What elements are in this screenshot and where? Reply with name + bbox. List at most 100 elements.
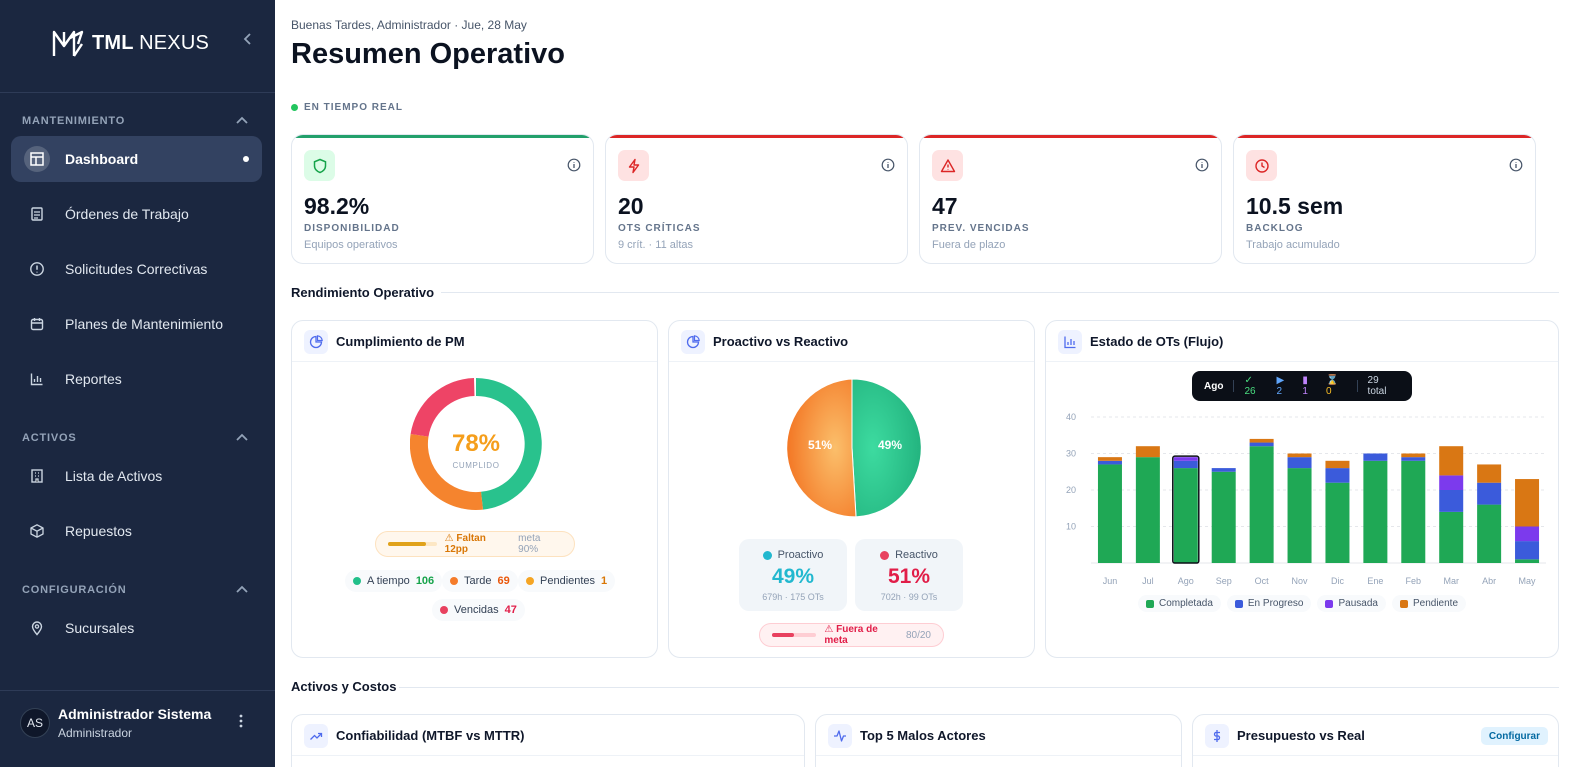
- donut-segment-a-tiempo[interactable]: [476, 378, 542, 510]
- panel-header: Cumplimiento de PM: [292, 321, 657, 362]
- legend-item-en-progreso[interactable]: En Progreso: [1226, 595, 1312, 612]
- sidebar-item-label: Dashboard: [65, 151, 139, 167]
- sidebar-item-reportes[interactable]: Reportes: [11, 356, 262, 402]
- legend-item-pendiente[interactable]: Pendiente: [1391, 595, 1467, 612]
- info-icon[interactable]: [1509, 158, 1523, 172]
- legend-item-pausada[interactable]: Pausada: [1317, 595, 1386, 612]
- bar-segment-completada-ago[interactable]: [1173, 468, 1198, 563]
- clock-icon: [1246, 150, 1277, 181]
- x-tick-label: May: [1519, 576, 1537, 586]
- panel-header: Top 5 Malos Actores: [816, 715, 1181, 756]
- info-icon[interactable]: [567, 158, 581, 172]
- bar-segment-completada-sep[interactable]: [1211, 471, 1236, 563]
- y-tick-label: 20: [1066, 485, 1076, 495]
- bar-segment-en-progreso-feb[interactable]: [1401, 457, 1426, 461]
- chevron-up-icon[interactable]: [234, 113, 250, 129]
- configurar-button[interactable]: Configurar: [1480, 727, 1548, 745]
- bar-segment-pausada-mar[interactable]: [1439, 475, 1464, 490]
- x-tick-label: Dic: [1331, 576, 1344, 586]
- bar-segment-en-progreso-may[interactable]: [1515, 541, 1540, 560]
- bar-segment-pendiente-jun[interactable]: [1097, 457, 1122, 461]
- bar-segment-completada-jul[interactable]: [1135, 457, 1160, 563]
- chevron-up-icon[interactable]: [234, 430, 250, 446]
- kpi-card-disponibilidad[interactable]: 98.2% DISPONIBILIDAD Equipos operativos: [291, 134, 594, 264]
- legend-chip-vencidas: Vencidas 47: [432, 599, 525, 621]
- ots-stacked-bar-chart: 10 20 30 40 Jun Jul Ago Sep Oct Nov Dic Ene Feb Mar Ab…: [1066, 412, 1546, 586]
- sidebar-item-repuestos[interactable]: Repuestos: [11, 508, 262, 554]
- sidebar-item-lista-activos[interactable]: Lista de Activos: [11, 453, 262, 499]
- bar-segment-en-progreso-sep[interactable]: [1211, 468, 1236, 472]
- donut-segment-vencidas[interactable]: [410, 378, 475, 437]
- bar-segment-completada-may[interactable]: [1515, 559, 1540, 563]
- bar-segment-en-progreso-ene[interactable]: [1363, 453, 1388, 461]
- pie-slice-reactivo[interactable]: [786, 378, 857, 518]
- bar-segment-completada-nov[interactable]: [1287, 468, 1312, 563]
- x-tick-label: Ago: [1178, 576, 1194, 586]
- kpi-card-ots-criticas[interactable]: 20 OTS CRÍTICAS 9 crít. · 11 altas: [605, 134, 908, 264]
- bar-segment-en-progreso-nov[interactable]: [1287, 457, 1312, 469]
- panel-title: Proactivo vs Reactivo: [713, 334, 849, 349]
- greeting: Buenas Tardes, Administrador · Jue, 28 M…: [291, 18, 527, 32]
- kpi-card-backlog[interactable]: 10.5 sem BACKLOG Trabajo acumulado: [1233, 134, 1536, 264]
- info-icon[interactable]: [881, 158, 895, 172]
- sidebar-item-dashboard[interactable]: Dashboard: [11, 136, 262, 182]
- bar-segment-completada-mar[interactable]: [1439, 511, 1464, 563]
- pvr-badge-meta: 80/20: [905, 629, 931, 641]
- collapse-sidebar-button[interactable]: [238, 32, 258, 52]
- legend-swatch: [1145, 599, 1154, 608]
- warning-icon: [932, 150, 963, 181]
- sidebar-item-planes[interactable]: Planes de Mantenimiento: [11, 301, 262, 347]
- legend-dot: [450, 577, 458, 585]
- panel-title: Cumplimiento de PM: [336, 334, 465, 349]
- bar-segment-completada-feb[interactable]: [1401, 460, 1426, 563]
- kpi-value: 98.2%: [304, 193, 370, 219]
- bar-segment-en-progreso-abr[interactable]: [1477, 482, 1502, 505]
- pvr-pie-chart: 49% 51%: [786, 378, 922, 518]
- bar-segment-pendiente-jul[interactable]: [1135, 446, 1160, 458]
- section-divider: [441, 292, 1559, 293]
- info-icon[interactable]: [1195, 158, 1209, 172]
- bar-segment-pausada-may[interactable]: [1515, 526, 1540, 542]
- bar-segment-pendiente-may[interactable]: [1515, 479, 1540, 527]
- bar-segment-pendiente-abr[interactable]: [1477, 464, 1502, 483]
- pie-label-proactivo: 49%: [878, 438, 902, 452]
- kpi-card-prev-vencidas[interactable]: 47 PREV. VENCIDAS Fuera de plazo: [919, 134, 1222, 264]
- bar-segment-pendiente-oct[interactable]: [1249, 438, 1274, 443]
- donut-segment-tarde[interactable]: [410, 434, 483, 510]
- sidebar-item-sucursales[interactable]: Sucursales: [11, 605, 262, 651]
- bar-segment-pausada-ago[interactable]: [1173, 457, 1198, 461]
- pie-slice-proactivo[interactable]: [851, 378, 922, 518]
- bar-segment-completada-ene[interactable]: [1363, 460, 1388, 563]
- bar-segment-en-progreso-mar[interactable]: [1439, 490, 1464, 512]
- chevron-up-icon[interactable]: [234, 582, 250, 598]
- bar-segment-en-progreso-ago[interactable]: [1173, 460, 1198, 469]
- stat-label: Proactivo: [777, 549, 824, 561]
- sidebar: TML NEXUS MANTENIMIENTO Dashboard Órdene…: [0, 0, 275, 767]
- legend-item-completada[interactable]: Completada: [1137, 595, 1221, 612]
- panel-header: Proactivo vs Reactivo: [669, 321, 1034, 362]
- bar-segment-en-progreso-oct[interactable]: [1249, 442, 1274, 447]
- bar-segment-completada-dic[interactable]: [1325, 482, 1350, 563]
- bar-segment-en-progreso-dic[interactable]: [1325, 468, 1350, 483]
- y-tick-label: 30: [1066, 449, 1076, 459]
- panel-proactivo-reactivo: Proactivo vs Reactivo 49% 51% Proactivo …: [668, 320, 1035, 658]
- bar-segment-completada-jun[interactable]: [1097, 464, 1122, 563]
- brand-logo[interactable]: TML NEXUS: [52, 28, 209, 58]
- bar-segment-completada-oct[interactable]: [1249, 446, 1274, 563]
- user-menu-button[interactable]: [236, 713, 246, 733]
- bar-segment-pendiente-dic[interactable]: [1325, 460, 1350, 469]
- bar-segment-pendiente-nov[interactable]: [1287, 453, 1312, 458]
- sidebar-item-ordenes[interactable]: Órdenes de Trabajo: [11, 191, 262, 237]
- sidebar-item-solicitudes[interactable]: Solicitudes Correctivas: [11, 246, 262, 292]
- bar-segment-pendiente-feb[interactable]: [1401, 453, 1426, 458]
- kpi-value: 20: [618, 193, 644, 219]
- bar-segment-en-progreso-jun[interactable]: [1097, 460, 1122, 465]
- live-dot: [291, 104, 298, 111]
- stat-value: 51%: [887, 565, 931, 588]
- pie-label-reactivo: 51%: [808, 438, 832, 452]
- panel-header: Confiabilidad (MTBF vs MTTR): [292, 715, 804, 756]
- bar-segment-completada-abr[interactable]: [1477, 504, 1502, 563]
- bar-segment-pendiente-mar[interactable]: [1439, 446, 1464, 476]
- user-profile[interactable]: AS Administrador Sistema Administrador: [0, 690, 275, 767]
- x-tick-label: Nov: [1292, 576, 1309, 586]
